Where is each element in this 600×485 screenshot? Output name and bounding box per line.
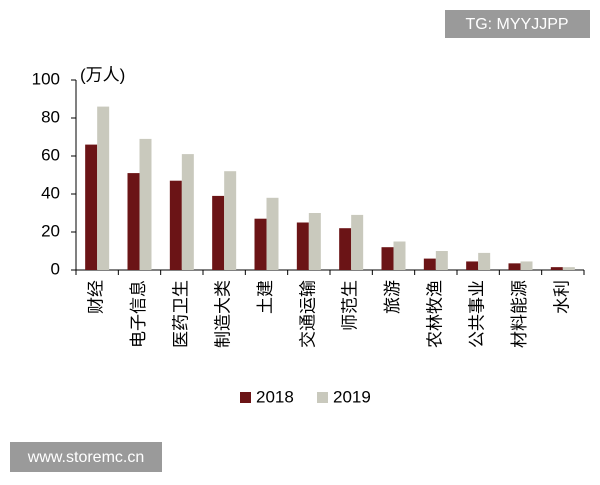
x-tick-label: 公共事业 bbox=[468, 280, 487, 348]
x-tick-label: 水利 bbox=[552, 280, 571, 314]
legend-label: 2018 bbox=[256, 387, 294, 406]
bar bbox=[139, 138, 152, 270]
bar bbox=[224, 171, 237, 270]
bar bbox=[508, 263, 521, 270]
bar bbox=[181, 154, 194, 270]
x-tick-label: 制造大类 bbox=[214, 280, 233, 348]
bar bbox=[393, 241, 406, 270]
x-tick-label: 交通运输 bbox=[298, 280, 317, 348]
bar bbox=[351, 214, 364, 270]
bar bbox=[466, 261, 479, 270]
bar bbox=[85, 144, 98, 270]
watermark-box bbox=[445, 10, 590, 38]
bar bbox=[435, 251, 448, 270]
x-tick-label: 电子信息 bbox=[129, 280, 148, 348]
bar bbox=[562, 267, 575, 270]
bar bbox=[339, 228, 352, 270]
x-tick-label: 土建 bbox=[256, 280, 275, 314]
x-tick-label: 农林牧渔 bbox=[425, 280, 444, 348]
bar bbox=[550, 267, 563, 270]
watermark-box bbox=[10, 442, 162, 472]
x-tick-label: 旅游 bbox=[383, 280, 402, 314]
watermark: www.storemc.cn bbox=[27, 449, 144, 466]
y-tick-label: 80 bbox=[41, 107, 60, 126]
x-tick-label: 材料能源 bbox=[510, 280, 529, 348]
bar bbox=[423, 258, 436, 270]
x-tick-label: 师范生 bbox=[341, 280, 360, 331]
bar bbox=[296, 222, 309, 270]
bar bbox=[254, 218, 267, 270]
x-tick-label: 财经 bbox=[87, 280, 106, 314]
bar bbox=[127, 173, 140, 270]
bar bbox=[308, 213, 321, 270]
legend-swatch bbox=[240, 392, 251, 403]
y-tick-label: 0 bbox=[51, 259, 60, 278]
legend-label: 2019 bbox=[333, 387, 371, 406]
watermark: TG: MYYJJPP bbox=[465, 16, 568, 33]
bar bbox=[212, 195, 225, 270]
y-tick-label: 100 bbox=[32, 69, 60, 88]
bar bbox=[266, 197, 279, 270]
bar bbox=[97, 106, 110, 270]
x-tick-label: 医药卫生 bbox=[171, 280, 190, 348]
bar bbox=[478, 252, 491, 270]
y-axis-label: (万人) bbox=[80, 65, 125, 84]
bar bbox=[381, 247, 394, 270]
y-tick-label: 20 bbox=[41, 221, 60, 240]
legend-swatch bbox=[317, 392, 328, 403]
y-tick-label: 40 bbox=[41, 183, 60, 202]
bar bbox=[169, 180, 182, 270]
y-tick-label: 60 bbox=[41, 145, 60, 164]
bar bbox=[520, 261, 533, 270]
